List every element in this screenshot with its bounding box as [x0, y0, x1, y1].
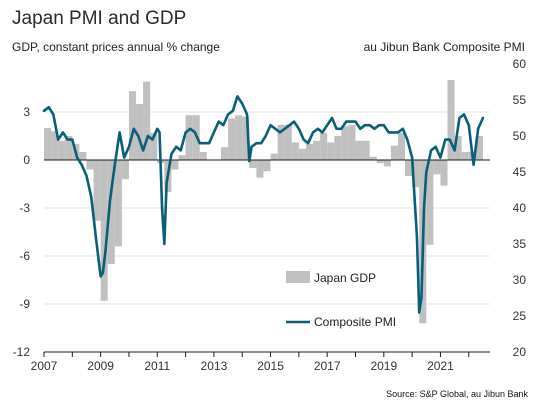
right-axis-ticks: 60 55 50 45 40 35 30 25 20 — [513, 57, 527, 359]
gdp-bar — [171, 160, 179, 170]
gdp-bar — [426, 160, 434, 245]
legend-gdp-swatch — [286, 271, 310, 283]
gdp-bar — [199, 152, 207, 160]
gdp-bar — [362, 140, 370, 160]
gdp-bar — [51, 131, 59, 160]
left-tick-label: -6 — [19, 249, 30, 263]
x-tick-label: 2013 — [201, 359, 228, 373]
gdp-bar — [313, 140, 321, 160]
gdp-bar — [86, 160, 94, 170]
left-tick-label: 0 — [23, 153, 30, 167]
gdp-bar — [440, 160, 448, 186]
left-tick-label: 3 — [23, 105, 30, 119]
x-tick-label: 2011 — [144, 359, 170, 373]
source-note: Source: S&P Global, au Jibun Bank — [386, 389, 528, 399]
x-tick-label: 2015 — [257, 359, 284, 373]
right-tick-label: 45 — [513, 165, 527, 179]
gdp-bar — [383, 160, 391, 167]
right-tick-label: 40 — [513, 201, 527, 215]
gdp-bar — [58, 140, 66, 160]
gdp-bar — [249, 160, 257, 168]
gdp-bar — [376, 160, 384, 164]
gdp-bar — [121, 160, 129, 180]
right-tick-label: 35 — [513, 237, 527, 251]
left-tick-label: -3 — [19, 201, 30, 215]
gdp-bar — [447, 80, 455, 160]
gdp-bar — [270, 153, 278, 160]
x-tick-label: 2017 — [314, 359, 341, 373]
x-tick-label: 2019 — [370, 359, 397, 373]
left-tick-label: -12 — [13, 345, 31, 359]
composite-pmi-line — [42, 95, 485, 314]
gdp-bar — [93, 160, 101, 221]
gdp-bar — [284, 124, 292, 160]
gdp-bar — [298, 148, 306, 160]
gdp-bar — [100, 160, 108, 301]
gdp-bar — [461, 152, 469, 160]
gdp-bar — [136, 104, 144, 160]
right-axis-label: au Jibun Bank Composite PMI — [364, 40, 525, 54]
gdp-bar — [65, 136, 73, 160]
gdp-bar — [405, 160, 413, 176]
gdp-bar — [397, 132, 406, 160]
gdp-bar — [228, 118, 236, 160]
chart-title: Japan PMI and GDP — [12, 8, 186, 29]
gdp-bar — [433, 160, 441, 175]
right-tick-label: 30 — [513, 273, 527, 287]
x-axis-ticks: 2007 2009 2011 2013 2015 2017 2019 2021 — [31, 352, 470, 373]
gdp-bar — [277, 124, 285, 160]
gdp-bar — [220, 147, 229, 160]
x-tick-label: 2021 — [427, 359, 454, 373]
right-tick-label: 55 — [513, 93, 527, 107]
x-tick-label: 2009 — [87, 359, 114, 373]
gdp-bar — [185, 115, 193, 160]
gdp-bar — [334, 136, 342, 160]
gdp-bar — [143, 81, 151, 160]
right-tick-label: 25 — [513, 309, 527, 323]
x-tick-label: 2007 — [31, 359, 58, 373]
gdp-bar — [369, 156, 377, 160]
gdp-bar — [320, 132, 328, 160]
gdp-bar — [150, 132, 158, 160]
gdp-bar — [348, 124, 356, 160]
gdp-bar — [305, 144, 314, 160]
left-axis-ticks: 3 0 -3 -6 -9 -12 — [13, 105, 31, 359]
gdp-bar — [355, 140, 363, 160]
legend: Japan GDP Composite PMI — [286, 271, 396, 329]
right-tick-label: 60 — [513, 57, 527, 71]
gdp-bar — [263, 160, 271, 172]
gdp-bar — [390, 145, 398, 160]
gdp-bar — [128, 91, 137, 160]
gdp-bar — [107, 160, 115, 264]
right-tick-label: 50 — [513, 129, 527, 143]
gdp-bar — [475, 136, 483, 160]
gdp-bar — [327, 142, 335, 160]
left-axis-label: GDP, constant prices annual % change — [12, 40, 220, 54]
right-tick-label: 20 — [513, 345, 527, 359]
gdp-bar — [341, 126, 349, 160]
gdp-bar — [412, 160, 420, 188]
gdp-bar — [242, 116, 250, 160]
left-tick-label: -9 — [19, 297, 30, 311]
gdp-bar — [256, 160, 264, 178]
gdp-bar — [178, 155, 186, 160]
gdp-bar — [291, 142, 299, 160]
gdp-bar — [79, 152, 87, 160]
gdp-bar — [454, 136, 462, 160]
legend-pmi-label: Composite PMI — [314, 315, 396, 329]
legend-gdp-label: Japan GDP — [314, 271, 376, 285]
gdp-bar — [44, 128, 52, 160]
gdp-bar — [235, 115, 243, 160]
gdp-bar — [114, 160, 122, 247]
